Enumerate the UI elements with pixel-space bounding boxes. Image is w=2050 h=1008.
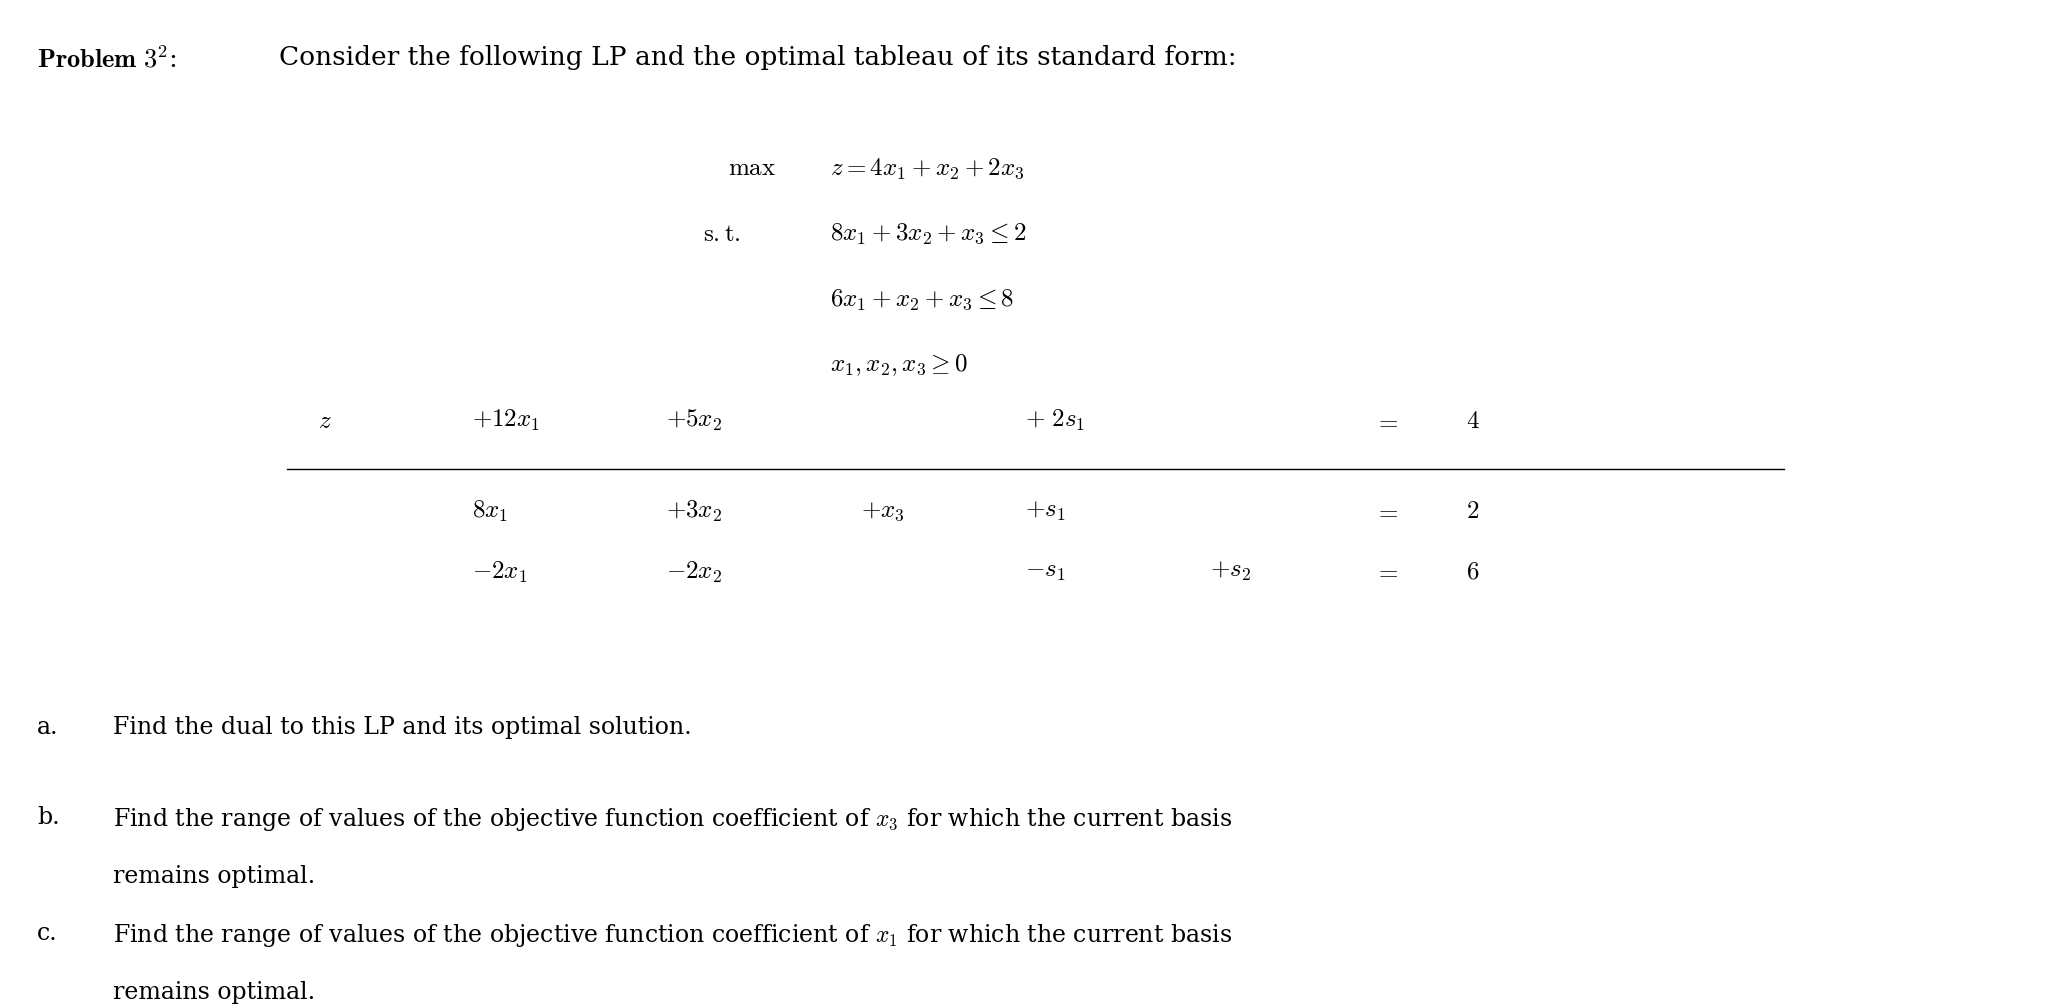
Text: $=$: $=$ — [1374, 409, 1398, 433]
Text: $-s_1$: $-s_1$ — [1025, 559, 1066, 584]
Text: $+x_3$: $+x_3$ — [861, 499, 904, 523]
Text: $x_1, x_2, x_3 \geq 0$: $x_1, x_2, x_3 \geq 0$ — [830, 353, 968, 378]
Text: b.: b. — [37, 806, 59, 830]
Text: $4$: $4$ — [1466, 409, 1480, 433]
Text: Consider the following LP and the optimal tableau of its standard form:: Consider the following LP and the optima… — [279, 45, 1236, 71]
Text: $8x_1$: $8x_1$ — [472, 499, 508, 524]
Text: $+s_1$: $+s_1$ — [1025, 499, 1066, 523]
Text: $+\ 2s_1$: $+\ 2s_1$ — [1025, 408, 1084, 433]
Text: a.: a. — [37, 716, 59, 739]
Text: remains optimal.: remains optimal. — [113, 865, 316, 888]
Text: $8x_1 + 3x_2 + x_3 \leq 2$: $8x_1 + 3x_2 + x_3 \leq 2$ — [830, 222, 1027, 246]
Text: Find the range of values of the objective function coefficient of $x_1$ for whic: Find the range of values of the objectiv… — [113, 922, 1232, 950]
Text: $\mathrm{s.t.}$: $\mathrm{s.t.}$ — [703, 222, 740, 246]
Text: $=$: $=$ — [1374, 499, 1398, 523]
Text: $6x_1 + x_2 + x_3 \leq 8$: $6x_1 + x_2 + x_3 \leq 8$ — [830, 287, 1015, 311]
Text: Find the range of values of the objective function coefficient of $x_3$ for whic: Find the range of values of the objectiv… — [113, 806, 1232, 834]
Text: $+5x_2$: $+5x_2$ — [666, 408, 722, 433]
Text: $+s_2$: $+s_2$ — [1210, 559, 1250, 584]
Text: $+3x_2$: $+3x_2$ — [666, 499, 722, 524]
Text: remains optimal.: remains optimal. — [113, 981, 316, 1004]
Text: $+12x_1$: $+12x_1$ — [472, 408, 539, 433]
Text: $=$: $=$ — [1374, 559, 1398, 584]
Text: $-2x_1$: $-2x_1$ — [472, 559, 527, 585]
Text: $2$: $2$ — [1466, 499, 1478, 523]
Text: $z$: $z$ — [318, 409, 332, 433]
Text: $-2x_2$: $-2x_2$ — [666, 559, 722, 585]
Text: $6$: $6$ — [1466, 559, 1480, 584]
Text: $z = 4x_1 + x_2 + 2x_3$: $z = 4x_1 + x_2 + 2x_3$ — [830, 156, 1025, 180]
Text: c.: c. — [37, 922, 57, 946]
Text: Find the dual to this LP and its optimal solution.: Find the dual to this LP and its optimal… — [113, 716, 691, 739]
Text: $\mathbf{Problem\ 3^2}$:: $\mathbf{Problem\ 3^2}$: — [37, 45, 176, 73]
Text: $\mathrm{max}$: $\mathrm{max}$ — [728, 156, 777, 180]
